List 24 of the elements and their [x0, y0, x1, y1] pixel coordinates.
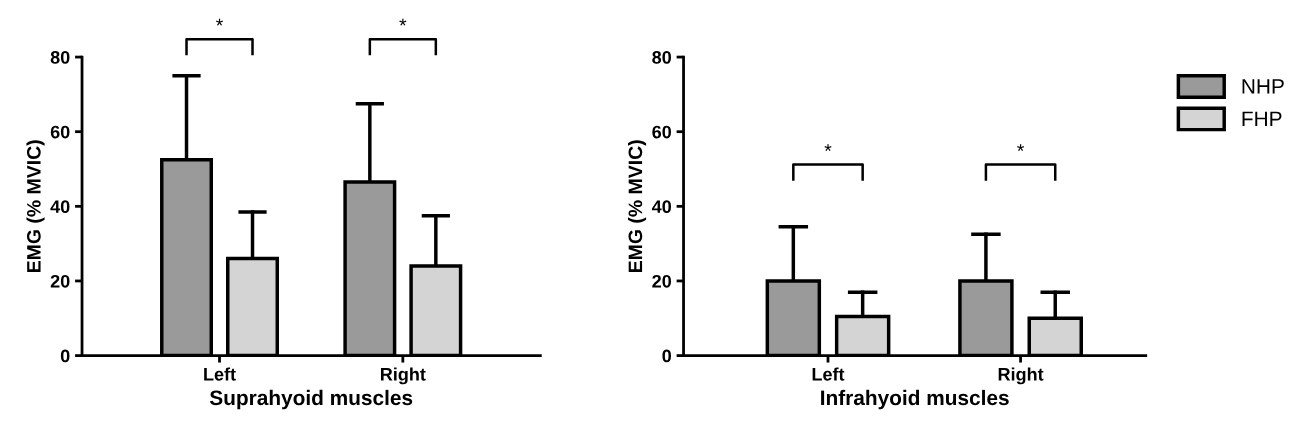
text: *	[216, 18, 223, 26]
x-axis-title: Infrahyoid muscles	[821, 389, 1009, 410]
y-tick-label: 80	[50, 51, 70, 64]
x-tick-label: Right	[998, 367, 1044, 385]
y-tick-label: 0	[662, 349, 672, 363]
y-tick-label: 20	[50, 274, 70, 288]
y-tick-label: 40	[50, 200, 70, 214]
y-tick-label: 40	[651, 200, 672, 214]
x-tick-label: Left	[204, 367, 236, 381]
x-tick-label: Right	[380, 367, 426, 385]
text: *	[399, 18, 407, 26]
x-tick-label: Left	[812, 367, 845, 381]
y-axis-title: EMG (% MVIC)	[627, 140, 647, 272]
y-tick-label: 60	[652, 125, 672, 139]
y-tick-label: 0	[60, 349, 70, 363]
y-tick-label: 60	[50, 125, 70, 139]
y-tick-label: 80	[652, 51, 672, 64]
y-tick-label: 20	[652, 274, 672, 288]
x-axis-title: Suprahyoid muscles	[209, 389, 413, 410]
annotation: *	[824, 144, 832, 151]
y-axis-title: EMG (% MVIC)	[26, 140, 45, 272]
legend-label: NHP	[1242, 79, 1284, 94]
annotation: *	[1017, 144, 1025, 151]
legend-label: FHP	[1242, 111, 1282, 126]
